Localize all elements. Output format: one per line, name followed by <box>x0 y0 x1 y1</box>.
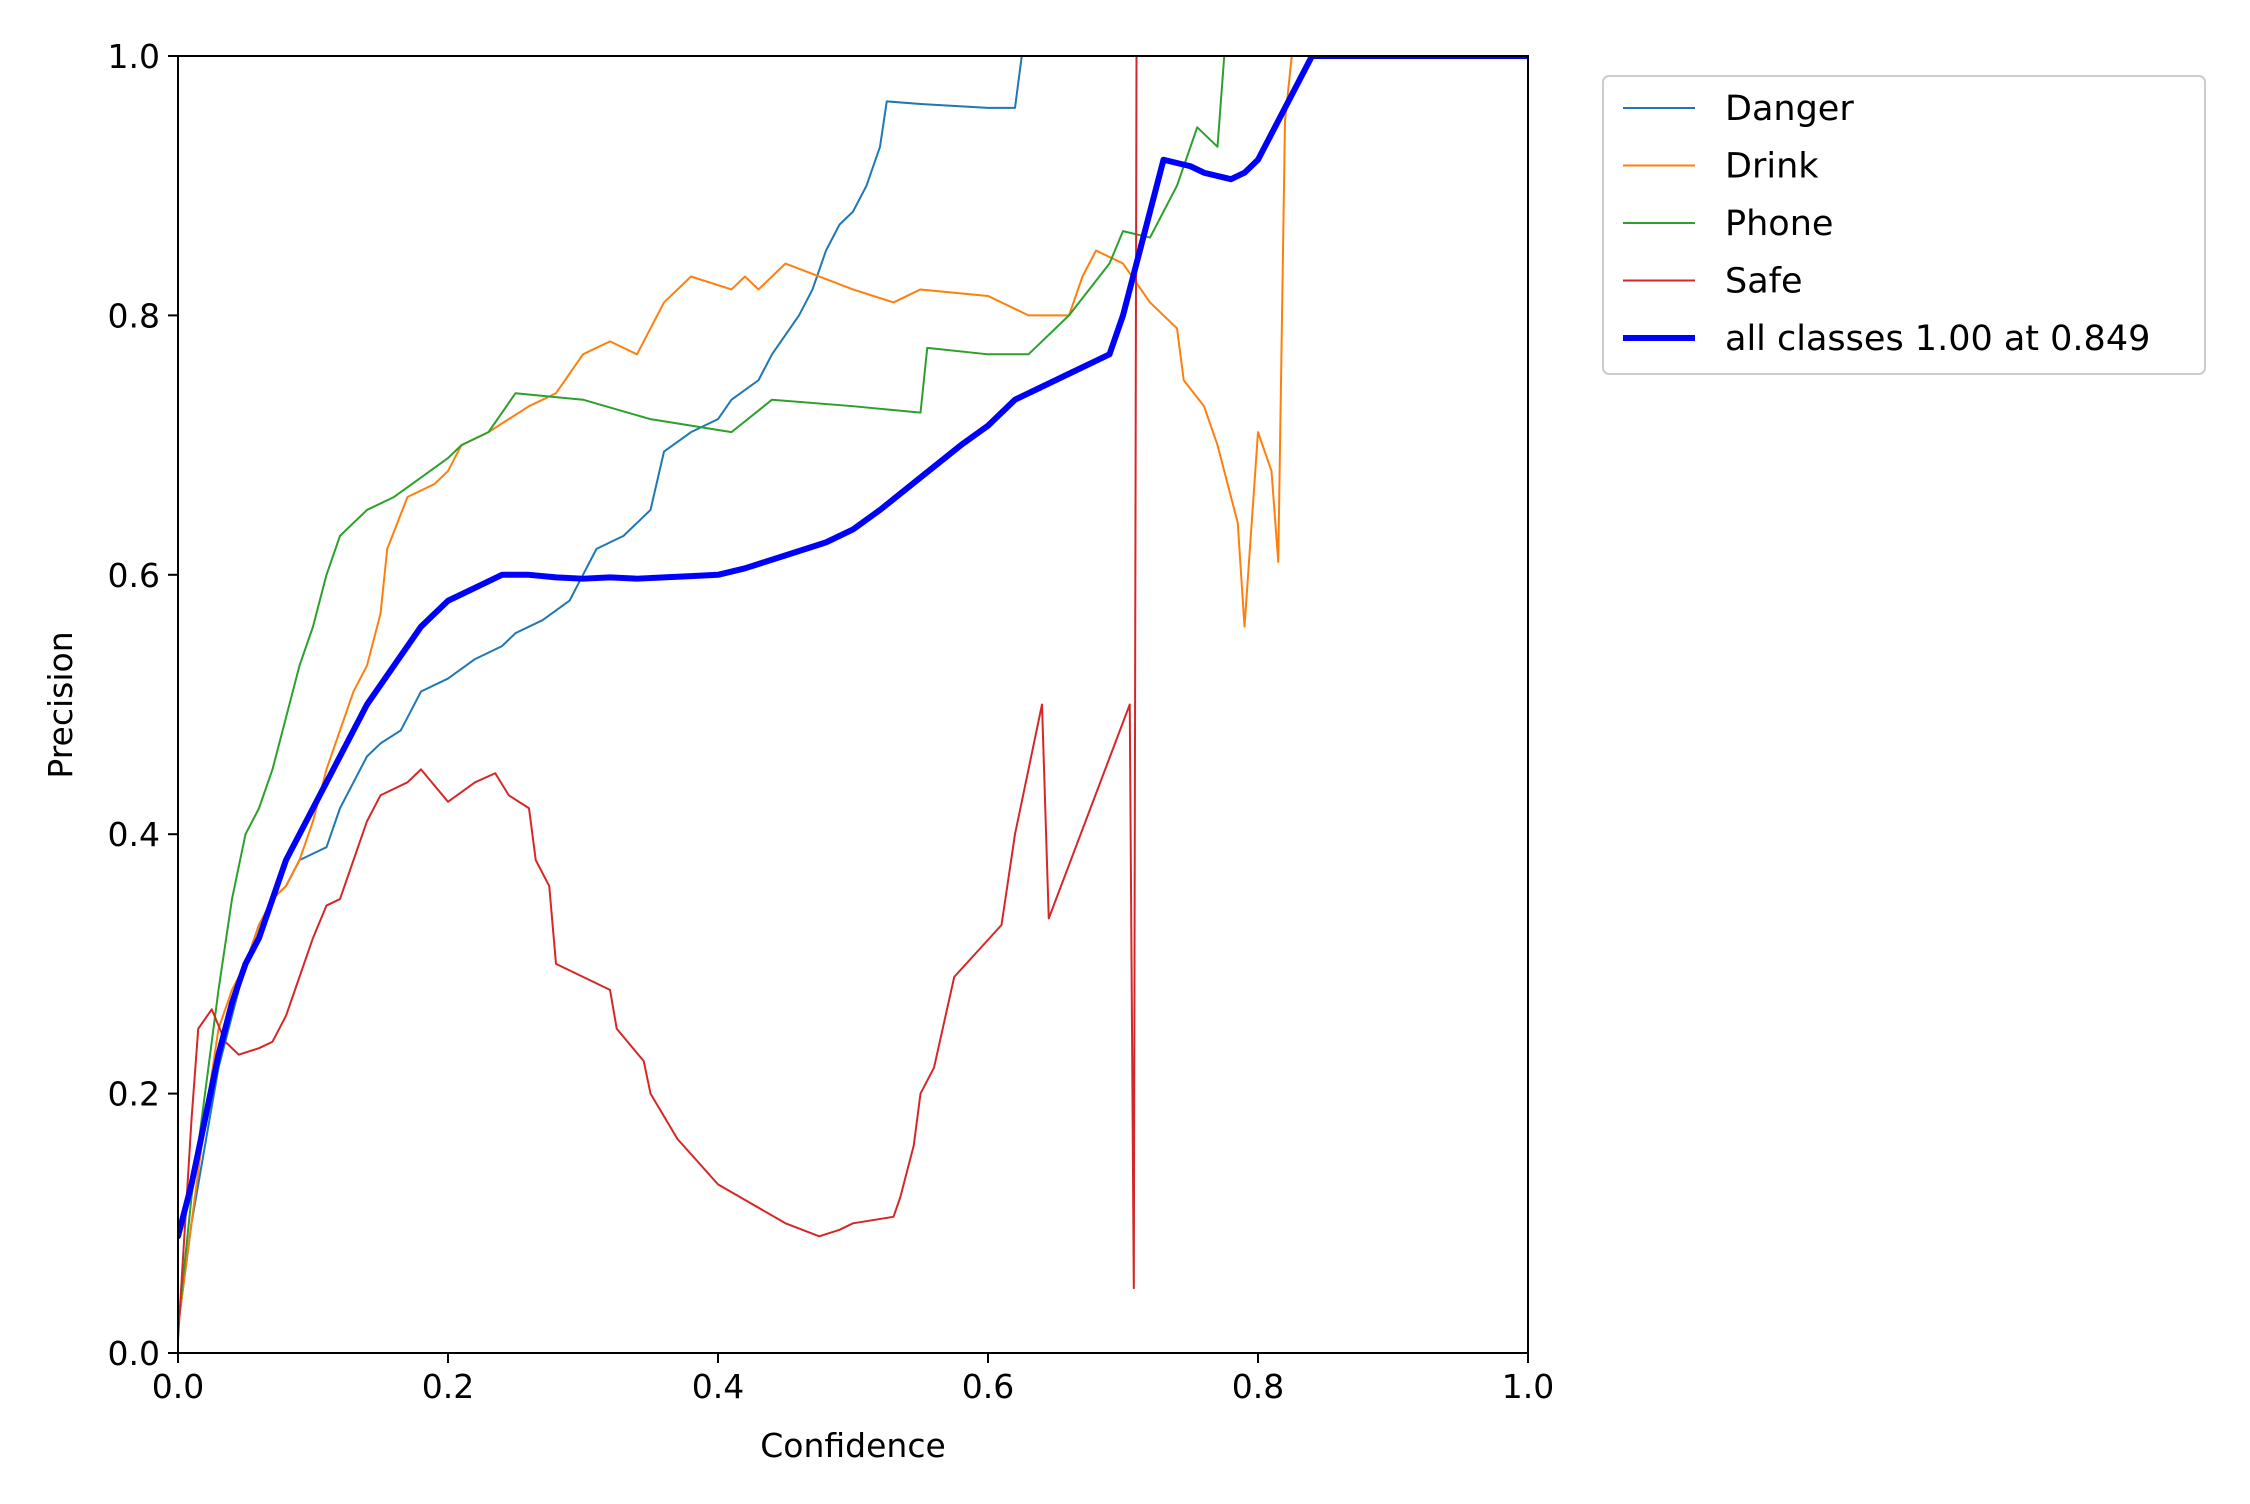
legend-label: all classes 1.00 at 0.849 <box>1725 319 2150 359</box>
x-tick-label: 0.2 <box>422 1367 474 1406</box>
series-line-phone <box>178 56 1226 1329</box>
x-tick-label: 0.0 <box>152 1367 204 1406</box>
y-axis-label: Precision <box>41 631 80 778</box>
y-tick-label: 0.8 <box>108 296 160 335</box>
x-tick-label: 1.0 <box>1502 1367 1554 1406</box>
x-tick-label: 0.8 <box>1232 1367 1284 1406</box>
y-tick-label: 0.2 <box>108 1075 160 1114</box>
series-line-safe <box>178 56 1138 1342</box>
series-layer <box>178 56 1528 1342</box>
y-axis: 0.0 0.2 0.4 0.6 0.8 1.0 <box>108 37 178 1373</box>
y-tick-label: 1.0 <box>108 37 160 76</box>
legend-label: Phone <box>1725 204 1833 244</box>
y-tick-label: 0.4 <box>108 815 160 854</box>
series-line-all <box>178 56 1528 1240</box>
y-tick-label: 0.0 <box>108 1334 160 1373</box>
x-tick-label: 0.4 <box>692 1367 744 1406</box>
legend-label: Safe <box>1725 262 1803 302</box>
legend-label: Drink <box>1725 147 1819 187</box>
series-line-drink <box>178 56 1293 1329</box>
x-tick-label: 0.6 <box>962 1367 1014 1406</box>
legend-box <box>1602 75 2206 375</box>
plot-frame <box>177 55 1529 1354</box>
legend: Danger Drink Phone Safe all classes 1.00 at … <box>1602 75 2206 375</box>
x-axis-label: Confidence <box>760 1426 946 1465</box>
x-axis: 0.0 0.2 0.4 0.6 0.8 1.0 <box>152 1353 1554 1406</box>
y-tick-label: 0.6 <box>108 556 160 595</box>
legend-label: Danger <box>1725 89 1854 129</box>
